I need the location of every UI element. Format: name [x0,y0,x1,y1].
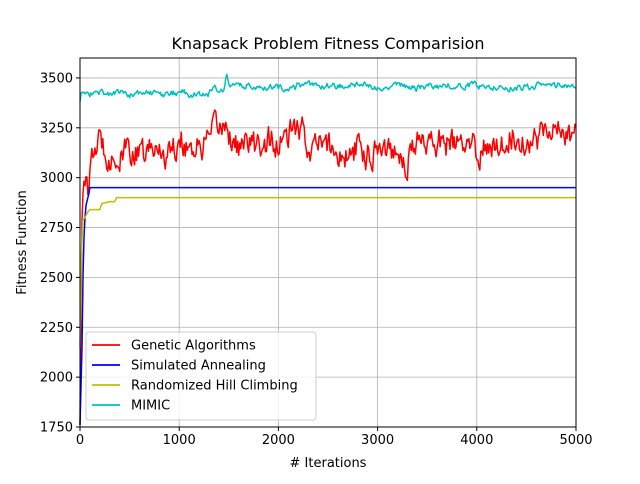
x-tick-label: 5000 [559,433,592,448]
y-tick-label: 2750 [40,221,73,236]
x-tick-label: 3000 [361,433,394,448]
series-line-2 [79,196,576,348]
legend-box [85,331,317,421]
x-tick-label: 2000 [262,433,295,448]
legend: Genetic Algorithms Simulated Annealing Ran… [85,331,317,421]
legend-label: Simulated Annealing [131,359,266,374]
series-layer [79,73,577,426]
tick-layer: 0 1000 2000 3000 4000 5000 1750 2000 2250 2500 275… [40,71,593,448]
x-axis-title: # Iterations [290,456,367,471]
y-tick-label: 1750 [40,421,73,436]
series-line-3 [79,73,577,102]
y-tick-label: 2500 [40,271,73,286]
y-axis-title: Fitness Function [15,190,30,294]
y-tick-label: 2250 [40,321,73,336]
chart-title: Knapsack Problem Fitness Comparision [171,34,484,53]
y-tick-label: 3250 [40,121,73,136]
y-tick-label: 3500 [40,71,73,86]
x-tick-label: 0 [76,433,84,448]
series-line-1 [79,186,576,426]
legend-label: Randomized Hill Climbing [131,379,298,394]
plot-frame [79,57,577,428]
x-tick-label: 4000 [460,433,493,448]
x-tick-label: 1000 [163,433,196,448]
y-tick-label: 2000 [40,371,73,386]
series-line-0 [79,109,577,426]
y-tick-label: 3000 [40,171,73,186]
legend-label: MIMIC [131,399,170,414]
legend-label: Genetic Algorithms [131,339,256,354]
